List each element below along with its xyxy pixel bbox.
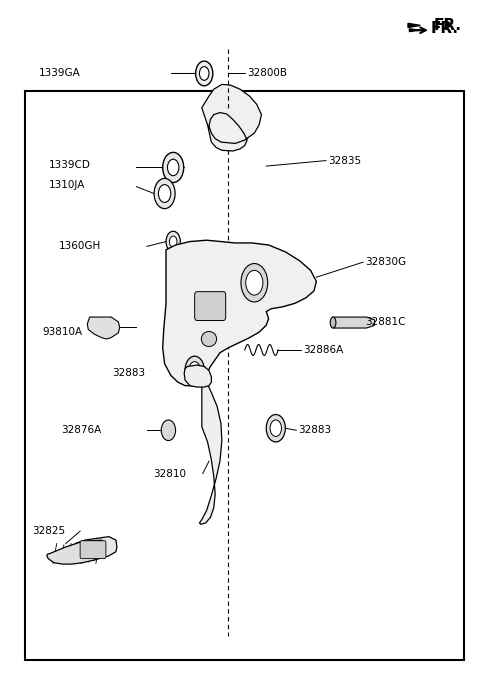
Polygon shape [408, 23, 420, 28]
Circle shape [185, 356, 204, 384]
Text: 93810A: 93810A [42, 327, 82, 337]
Text: 32835: 32835 [328, 156, 361, 165]
Text: 32883: 32883 [112, 369, 145, 378]
Text: 32825: 32825 [33, 526, 66, 536]
Circle shape [91, 320, 98, 331]
Polygon shape [163, 240, 316, 386]
Polygon shape [199, 376, 222, 524]
Ellipse shape [330, 317, 336, 328]
Polygon shape [72, 537, 117, 561]
Polygon shape [202, 85, 262, 151]
Text: 32881C: 32881C [365, 317, 406, 327]
Text: 1339CD: 1339CD [49, 160, 91, 169]
Text: 32810: 32810 [153, 469, 186, 478]
Polygon shape [332, 317, 374, 328]
Circle shape [246, 270, 263, 295]
Polygon shape [409, 29, 420, 32]
Text: 1360GH: 1360GH [59, 241, 101, 251]
Polygon shape [87, 317, 120, 339]
Text: 1310JA: 1310JA [49, 181, 85, 190]
FancyBboxPatch shape [25, 90, 464, 660]
Circle shape [169, 236, 177, 247]
Circle shape [189, 362, 200, 378]
Polygon shape [184, 365, 211, 387]
Text: 32886A: 32886A [303, 345, 343, 355]
Circle shape [166, 232, 180, 252]
Ellipse shape [201, 331, 216, 347]
Circle shape [98, 325, 106, 336]
Circle shape [199, 67, 209, 81]
Circle shape [163, 152, 184, 183]
Circle shape [270, 420, 281, 436]
Text: FR.: FR. [431, 21, 459, 37]
Circle shape [241, 263, 268, 302]
Circle shape [168, 159, 179, 176]
Text: 32876A: 32876A [61, 425, 101, 435]
Circle shape [196, 61, 213, 86]
Text: FR.: FR. [434, 18, 462, 33]
FancyBboxPatch shape [195, 291, 226, 320]
Text: 32830G: 32830G [365, 257, 406, 267]
Text: 32800B: 32800B [247, 68, 287, 79]
Circle shape [266, 415, 285, 442]
Text: 32883: 32883 [298, 425, 331, 435]
Circle shape [158, 185, 171, 203]
FancyBboxPatch shape [80, 541, 106, 559]
Circle shape [154, 178, 175, 209]
Circle shape [161, 420, 176, 440]
Polygon shape [47, 540, 106, 564]
Text: 1339GA: 1339GA [38, 68, 80, 79]
